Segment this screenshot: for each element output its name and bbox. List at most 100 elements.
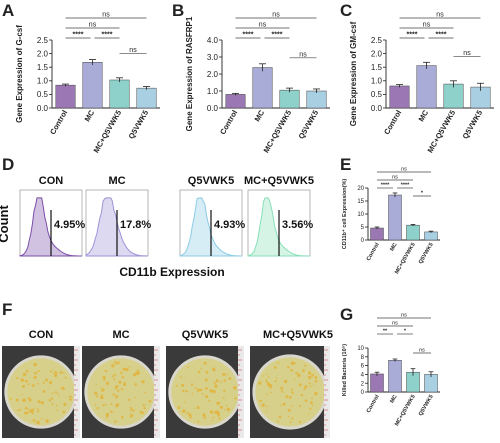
- category-label: MC+Q5VWK5: [262, 109, 294, 155]
- colony: [27, 397, 31, 400]
- category-label: MC: [253, 108, 267, 123]
- y-tick-label: 0: [361, 390, 365, 396]
- colony: [215, 379, 219, 383]
- colony: [134, 383, 137, 386]
- colony: [16, 409, 19, 412]
- significance-label: ns: [129, 47, 137, 54]
- colony: [266, 381, 269, 384]
- colony: [47, 421, 49, 423]
- colony: [175, 384, 178, 387]
- colony: [68, 396, 70, 398]
- agar-surface: [87, 358, 155, 426]
- colony: [282, 391, 284, 393]
- significance-label: ns: [89, 22, 97, 29]
- colony: [37, 370, 40, 373]
- colony: [302, 369, 305, 373]
- colony: [106, 416, 109, 419]
- colony: [283, 379, 288, 384]
- agar-surface: [255, 357, 325, 427]
- bar-control: [370, 227, 384, 241]
- colony: [62, 410, 66, 414]
- category-label: Control: [382, 109, 403, 137]
- colony: [118, 380, 121, 384]
- colony: [21, 393, 23, 396]
- colony: [54, 391, 58, 394]
- significance-label: *: [421, 191, 424, 197]
- colony: [37, 400, 41, 404]
- colony: [276, 362, 279, 364]
- colony: [120, 372, 123, 375]
- colony: [37, 408, 40, 410]
- significance-label: ns: [259, 22, 267, 29]
- colony: [214, 384, 218, 388]
- colony: [203, 361, 207, 365]
- y-tick-label: 0.5: [371, 90, 383, 99]
- significance-label: ns: [401, 167, 407, 173]
- colony: [55, 404, 58, 407]
- colony: [205, 370, 209, 374]
- colony: [15, 398, 19, 402]
- colony: [291, 417, 294, 420]
- colony: [298, 383, 302, 387]
- colony: [141, 411, 145, 415]
- bar-control: [370, 373, 384, 393]
- ruler: [154, 346, 160, 438]
- colony: [210, 390, 212, 393]
- colony: [304, 364, 307, 367]
- colony: [225, 404, 228, 407]
- colony: [291, 391, 294, 394]
- colony: [42, 390, 46, 393]
- colony: [202, 413, 206, 417]
- colony: [99, 386, 101, 388]
- colony: [185, 390, 187, 392]
- colony: [311, 374, 314, 377]
- colony: [270, 391, 272, 394]
- colony: [304, 385, 308, 389]
- category-label: Q5VWK5: [418, 394, 435, 417]
- significance-label: ns: [401, 313, 407, 319]
- bar-mc-q5vwk5: [279, 89, 300, 109]
- flow-sample-label: Q5VWK5: [188, 175, 234, 187]
- colony: [205, 387, 208, 390]
- significance-label: ****: [272, 32, 283, 39]
- y-tick-label: 2.5: [37, 36, 49, 45]
- colony: [186, 411, 189, 414]
- y-tick-label: 3.0: [207, 53, 219, 62]
- colony: [22, 384, 26, 388]
- y-tick-label: 2: [361, 381, 365, 387]
- significance-label: **: [383, 329, 388, 335]
- colony: [258, 381, 262, 385]
- bar-mc: [416, 65, 437, 109]
- colony: [69, 398, 72, 401]
- y-tick-label: 2.0: [37, 49, 49, 58]
- y-tick-label: 1.5: [371, 63, 383, 72]
- colony: [9, 397, 12, 400]
- plate-label: MC: [112, 329, 129, 341]
- colony: [212, 389, 216, 394]
- colony: [100, 395, 104, 400]
- colony: [266, 405, 268, 408]
- colony: [58, 395, 60, 397]
- colony: [27, 383, 30, 386]
- colony: [265, 410, 267, 412]
- colony: [297, 373, 301, 377]
- colony: [193, 407, 196, 409]
- flow-sample-label: CON: [39, 175, 64, 187]
- colony: [273, 366, 277, 369]
- colony: [116, 403, 120, 406]
- colony: [36, 410, 40, 413]
- category-label: MC+Q5VWK5: [92, 109, 124, 155]
- y-tick-label: 10: [357, 346, 364, 352]
- gate-percent: 17.8%: [120, 219, 151, 231]
- colony: [222, 372, 226, 376]
- colony: [51, 397, 54, 400]
- colony: [37, 382, 39, 385]
- colony: [42, 381, 45, 384]
- colony: [280, 386, 284, 390]
- colony: [204, 378, 208, 382]
- colony: [30, 408, 35, 412]
- colony: [25, 379, 28, 383]
- colony: [287, 366, 290, 369]
- y-axis-label: Gene Expression of G-csf: [15, 25, 24, 123]
